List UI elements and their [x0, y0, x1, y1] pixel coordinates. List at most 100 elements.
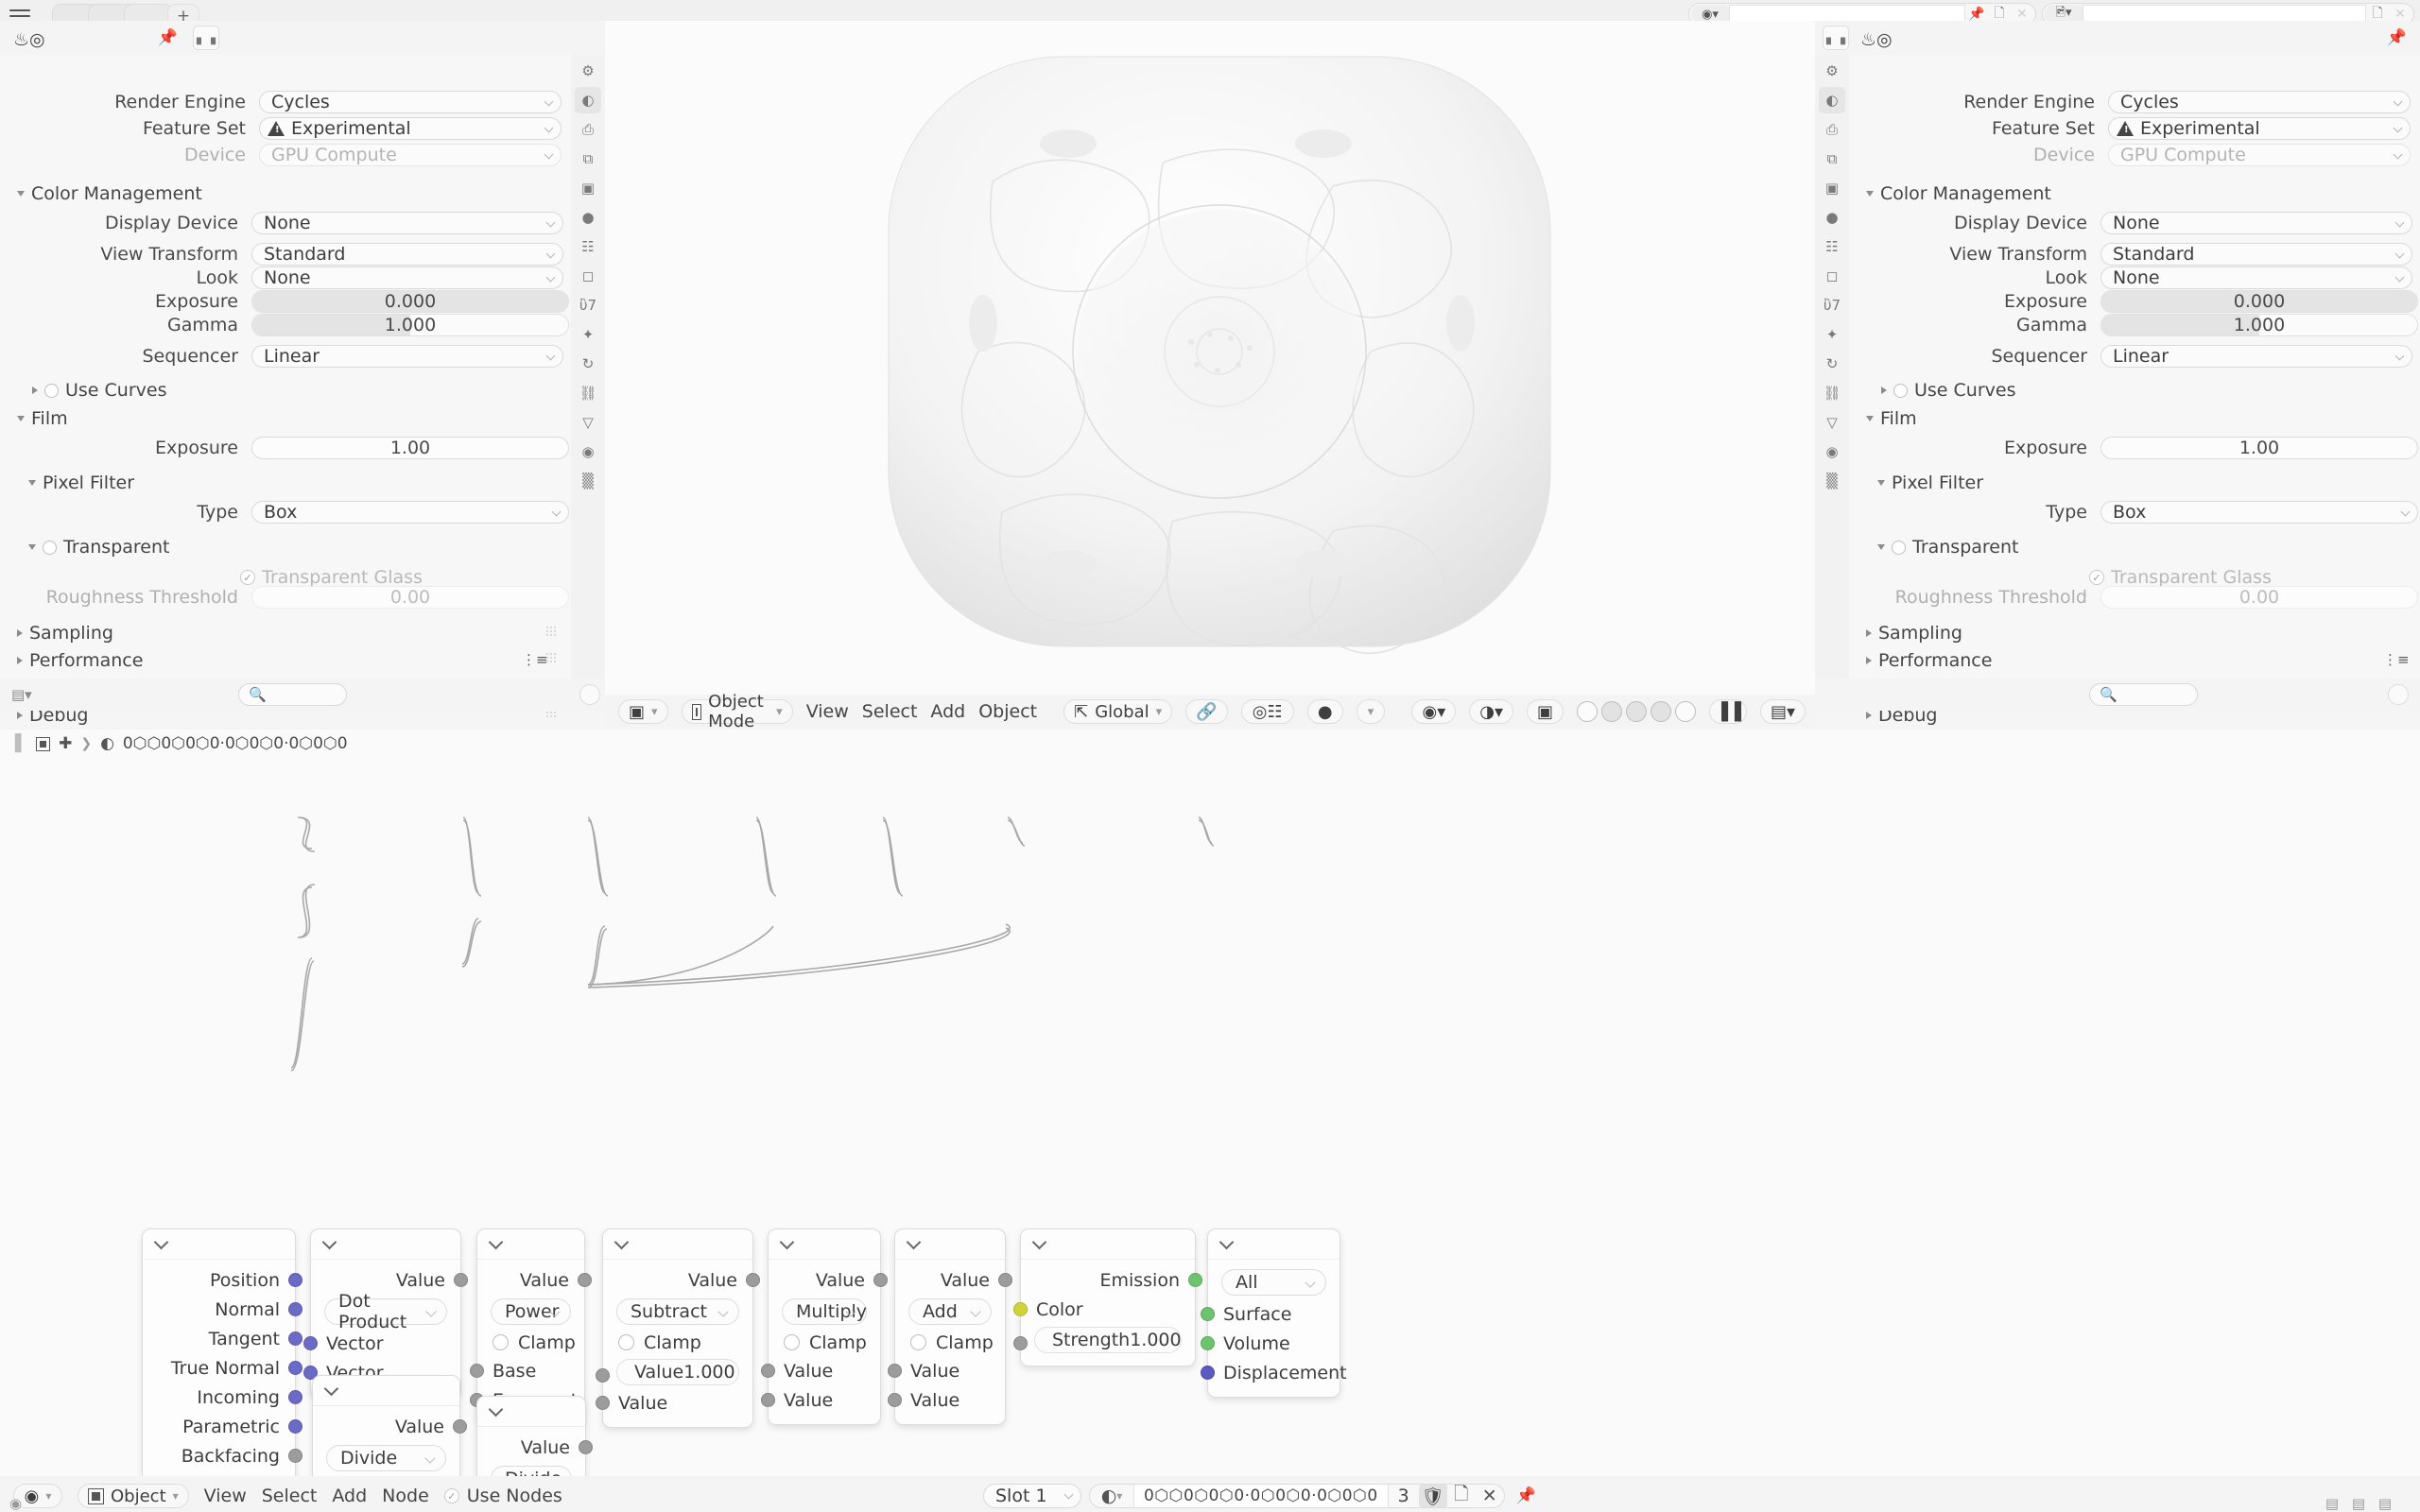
transform-orientation-dropdown[interactable]: ⇱ Global ▾: [1063, 699, 1173, 724]
3d-viewport[interactable]: [605, 21, 1815, 711]
gamma-slider-r[interactable]: 1.000: [2100, 314, 2418, 336]
view-transform-dropdown[interactable]: Standard: [251, 243, 563, 266]
performance-section-r[interactable]: Performance: [1866, 650, 1992, 671]
operation-dropdown[interactable]: All: [1221, 1269, 1326, 1296]
collection-icon[interactable]: ☷: [1825, 238, 1839, 255]
socket-parametric[interactable]: [288, 1419, 302, 1434]
node-menu-add[interactable]: Add: [332, 1486, 368, 1506]
node-header[interactable]: [895, 1229, 1005, 1260]
editor-type-button[interactable]: ▣ ▾: [618, 699, 668, 724]
physics-icon[interactable]: ↻: [581, 355, 595, 372]
operation-dropdown[interactable]: Add: [908, 1298, 992, 1325]
clamp-checkbox[interactable]: [784, 1334, 800, 1350]
shield-icon[interactable]: 🛡: [1418, 1485, 1447, 1507]
modifier-icon[interactable]: ὒ7: [579, 297, 597, 314]
viewport-menu-view[interactable]: View: [805, 701, 849, 722]
snap-magnet-icon[interactable]: 🔗: [1185, 699, 1228, 724]
clamp-checkbox-row[interactable]: Clamp: [769, 1329, 880, 1356]
x-icon[interactable]: ✕: [1481, 1486, 1497, 1506]
viewport-menu-object[interactable]: Object: [978, 701, 1038, 722]
world-icon[interactable]: ●: [581, 209, 595, 226]
object-icon[interactable]: ◻: [581, 267, 595, 284]
socket-input[interactable]: [596, 1368, 610, 1383]
chevron-down-icon[interactable]: [1219, 1234, 1235, 1249]
copy-icon[interactable]: 🗋: [1994, 6, 2005, 21]
render-engine-dropdown[interactable]: Cycles: [259, 91, 562, 113]
node-header[interactable]: [1021, 1229, 1195, 1260]
use-curves-checkbox-r[interactable]: [1893, 383, 1908, 398]
tool-icon[interactable]: ⚙: [1825, 62, 1839, 79]
node-vector-math-dot-product[interactable]: Value Dot Product Vector Vector: [303, 1228, 468, 1398]
clamp-checkbox-row[interactable]: Clamp: [895, 1329, 1005, 1356]
scene-icon[interactable]: ▣: [580, 180, 596, 197]
pixel-filter-section[interactable]: Pixel Filter: [28, 472, 134, 493]
socket-backfacing[interactable]: [288, 1449, 302, 1463]
socket-position[interactable]: [288, 1273, 302, 1287]
list-icon-1[interactable]: ⋮≡: [522, 651, 548, 668]
object-icon[interactable]: ◻: [1825, 267, 1839, 284]
constraint-icon[interactable]: ⛓: [1823, 385, 1841, 402]
search-input[interactable]: 🔍: [238, 683, 347, 706]
socket-value[interactable]: [579, 1440, 593, 1454]
socket-incoming[interactable]: [288, 1390, 302, 1404]
collection-icon[interactable]: ☷: [581, 238, 595, 255]
world-icon[interactable]: ●: [1825, 209, 1839, 226]
node-geometry[interactable]: Position Normal Tangent True Normal Incoming…: [142, 1228, 302, 1512]
operation-dropdown[interactable]: Subtract: [616, 1298, 739, 1325]
node-menu-view[interactable]: View: [203, 1486, 247, 1506]
pin-icon[interactable]: 📌: [157, 28, 178, 47]
sampling-section-r[interactable]: Sampling: [1866, 623, 1962, 644]
socket-surface[interactable]: [1201, 1307, 1215, 1321]
film-exposure-slider-r[interactable]: 1.00: [2100, 437, 2418, 459]
socket-color[interactable]: [1013, 1302, 1028, 1316]
shading-wireframe-icon[interactable]: [1577, 701, 1598, 722]
sidebar-toggle-icon[interactable]: ▌: [15, 734, 28, 753]
node-math-power[interactable]: ValuePowerClampBaseExponent: [470, 1228, 592, 1425]
socket-value[interactable]: [578, 1273, 592, 1287]
clamp-checkbox[interactable]: [618, 1334, 634, 1350]
clamp-checkbox-row[interactable]: Clamp: [477, 1329, 584, 1356]
color-management-section-r[interactable]: Color Management: [1866, 183, 2051, 204]
node-header[interactable]: [313, 1376, 459, 1406]
transparent-glass-row[interactable]: ✓ Transparent Glass: [240, 567, 423, 588]
socket-value[interactable]: [596, 1396, 610, 1410]
shading-material-icon[interactable]: [1626, 701, 1647, 722]
film-exposure-slider[interactable]: 1.00: [251, 437, 569, 459]
render-icon[interactable]: ◐: [1819, 87, 1845, 113]
node-emission[interactable]: Emission Color Strength 1.000: [1013, 1228, 1202, 1366]
data-icon[interactable]: ▽: [1826, 414, 1838, 431]
chevron-down-icon[interactable]: [1031, 1234, 1047, 1249]
transparent-glass-row-r[interactable]: ✓ Transparent Glass: [2089, 567, 2272, 588]
pause-render-icon[interactable]: ▐▐: [1709, 699, 1747, 724]
socket-value[interactable]: [454, 1273, 468, 1287]
node-header[interactable]: [477, 1229, 584, 1260]
gamma-slider[interactable]: 1.000: [251, 314, 569, 336]
socket-base[interactable]: [470, 1364, 484, 1378]
viewport-menu-select[interactable]: Select: [861, 701, 918, 722]
film-section-r[interactable]: Film: [1866, 408, 1917, 429]
transparent-checkbox-r[interactable]: [1892, 540, 1906, 555]
close-icon[interactable]: ✕: [2394, 7, 2406, 22]
particles-icon[interactable]: ✦: [581, 326, 595, 343]
object-mode-dropdown[interactable]: Object Mode ▾: [681, 692, 793, 731]
socket-value[interactable]: [998, 1273, 1012, 1287]
feature-set-dropdown-r[interactable]: ! Experimental: [2108, 117, 2411, 140]
search-input-right[interactable]: 🔍: [2089, 683, 2198, 706]
shading-solid-icon[interactable]: [1601, 701, 1622, 722]
clamp-checkbox[interactable]: [910, 1334, 926, 1350]
render-engine-dropdown-r[interactable]: Cycles: [2108, 91, 2411, 113]
shader-editor-icon[interactable]: ◉ ▾: [13, 1484, 62, 1508]
socket-displacement[interactable]: [1201, 1366, 1215, 1380]
node-material-output[interactable]: All Surface Volume Displacement: [1201, 1228, 1347, 1398]
node-header[interactable]: [311, 1229, 460, 1260]
sampling-section[interactable]: Sampling: [17, 623, 113, 644]
socket-value[interactable]: [746, 1273, 760, 1287]
socket-tangent[interactable]: [288, 1332, 302, 1346]
render-icon[interactable]: ◐: [575, 87, 601, 113]
viewlayer-icon[interactable]: ⧉: [582, 150, 594, 167]
output-icon[interactable]: ⎙: [581, 121, 594, 138]
display-device-dropdown-r[interactable]: None: [2100, 212, 2412, 234]
pin-icon-right[interactable]: 📌: [2386, 28, 2407, 47]
socket-vector[interactable]: [303, 1336, 318, 1350]
exposure-slider-r[interactable]: 0.000: [2100, 290, 2418, 313]
